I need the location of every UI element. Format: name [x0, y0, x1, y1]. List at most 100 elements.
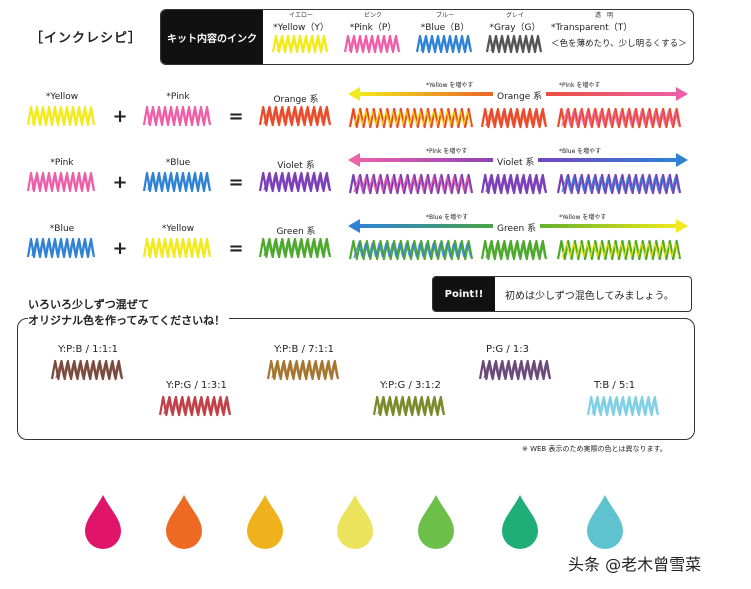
ink-drop-icon [337, 495, 373, 549]
scribble-stroke [266, 359, 340, 381]
ink-drop-icon [418, 495, 454, 549]
blend-swatch-a [348, 173, 474, 195]
scribble-stroke [561, 240, 680, 259]
equals-sign: = [228, 106, 244, 127]
kit-label: キット内容のインク [161, 10, 263, 64]
mix-ratio-label: Y:P:G / 3:1:2 [380, 380, 441, 391]
result-label: Orange 系 [273, 95, 319, 105]
try-line-2: オリジナル色を作ってみてくださいね！ [28, 312, 230, 328]
ingredient-b-swatch [142, 171, 212, 193]
mix-swatch [50, 359, 124, 381]
scribble-stroke [263, 106, 330, 125]
scribble-stroke [480, 107, 548, 129]
arrow-head-left [348, 219, 360, 233]
scribble-stroke [263, 238, 330, 257]
equals-sign: = [228, 238, 244, 259]
ink-swatch [271, 34, 329, 54]
ink-name: *Yellow（Y） [273, 23, 329, 33]
scribble-stroke [480, 239, 548, 261]
arrow-right-label: *Pink を増やす [557, 80, 603, 89]
scribble-stroke [478, 359, 552, 381]
blend-swatch-b [556, 173, 682, 195]
scribble-stroke [353, 174, 472, 193]
ink-blue: ブルー *Blue（B） [409, 12, 481, 59]
scribble-stroke [485, 34, 543, 54]
ink-yellow: イエロー *Yellow（Y） [265, 12, 337, 59]
equals-sign: = [228, 172, 244, 193]
scribble-stroke [343, 34, 401, 54]
scribble-stroke [258, 237, 332, 259]
result-label: Green 系 [276, 227, 316, 237]
scribble-stroke [485, 174, 546, 193]
mix-ratio-label: Y:P:B / 1:1:1 [58, 344, 118, 355]
ink-drop-icon [587, 495, 623, 549]
scribble-stroke [31, 174, 94, 191]
family-label: Violet 系 [493, 155, 539, 168]
ingredient-a-swatch [26, 105, 96, 127]
arrow-left-label: *Yellow を増やす [424, 80, 476, 89]
mix-swatch [158, 395, 232, 417]
ink-swatch [485, 34, 543, 54]
ingredient-a-label: *Yellow [45, 92, 79, 102]
mix-ratio-label: T:B / 5:1 [594, 380, 636, 391]
ink-ruby: イエロー [289, 12, 313, 19]
scribble-stroke [353, 240, 472, 259]
point-tag: Point!! [433, 277, 495, 311]
mix-ratio-label: Y:P:B / 7:1:1 [274, 344, 334, 355]
arrow-right-label: *Yellow を増やす [557, 212, 609, 221]
drop-shape [247, 495, 283, 549]
ink-gray: グレイ *Gray（G） [479, 12, 551, 59]
scribble-stroke [55, 360, 122, 379]
arrow-head-right [676, 219, 688, 233]
try-line-1: いろいろ少しずつ混ぜて [28, 298, 150, 311]
ingredient-a-label: *Pink [50, 158, 74, 168]
arrow-head-left [348, 153, 360, 167]
mix-swatch [478, 359, 552, 381]
ink-name: *Transparent（T） [551, 23, 633, 33]
scribble-stroke [163, 396, 230, 415]
ingredient-b-swatch [142, 237, 212, 259]
arrow-head-right [676, 87, 688, 101]
scribble-stroke [556, 239, 682, 261]
point-text: 初めは少しずつ混色してみましょう。 [505, 291, 674, 302]
scribble-stroke [591, 396, 658, 415]
mix-swatch [586, 395, 660, 417]
ink-note: ＜色を薄めたり、少し明るくする＞ [551, 39, 687, 49]
arrow-head-right [676, 153, 688, 167]
drop-shape [85, 495, 121, 549]
kit-contents-box: キット内容のインク イエロー *Yellow（Y） ピンク *Pink（P） ブ… [160, 9, 694, 65]
ingredient-b-label: *Pink [166, 92, 190, 102]
ink-pink: ピンク *Pink（P） [337, 12, 409, 59]
scribble-stroke [353, 108, 472, 127]
scribble-stroke [480, 173, 548, 195]
scribble-stroke [147, 240, 210, 257]
ink-name: *Gray（G） [489, 23, 541, 33]
web-color-note: ※ WEB 表示のため実際の色とは異なります。 [522, 445, 667, 453]
drop-shape [166, 495, 202, 549]
ink-transparent: 透 明 *Transparent（T） ＜色を薄めたり、少し明るくする＞ [551, 12, 691, 49]
mix-swatch [266, 359, 340, 381]
point-box: Point!! 初めは少しずつ混色してみましょう。 [432, 276, 692, 312]
ink-drop-icon [166, 495, 202, 549]
scribble-stroke [556, 173, 682, 195]
scribble-stroke [50, 359, 124, 381]
blend-swatch-b [556, 239, 682, 261]
scribble-stroke [485, 240, 546, 259]
scribble-stroke [276, 35, 327, 52]
blend-swatch-a [348, 107, 474, 129]
family-label: Orange 系 [493, 89, 547, 102]
arrow-head-left [348, 87, 360, 101]
ink-drop-icon [502, 495, 538, 549]
drop-shape [587, 495, 623, 549]
blend-swatch-mid [480, 173, 548, 195]
scribble-stroke [485, 108, 546, 127]
scribble-stroke [420, 35, 471, 52]
ink-drop-icon [247, 495, 283, 549]
result-swatch [258, 237, 332, 259]
ink-ruby: ピンク [363, 12, 382, 19]
scribble-stroke [147, 108, 210, 125]
scribble-stroke [561, 174, 680, 193]
arrow-right-label: *Blue を増やす [557, 146, 604, 155]
scribble-stroke [377, 396, 444, 415]
drop-shape [337, 495, 373, 549]
